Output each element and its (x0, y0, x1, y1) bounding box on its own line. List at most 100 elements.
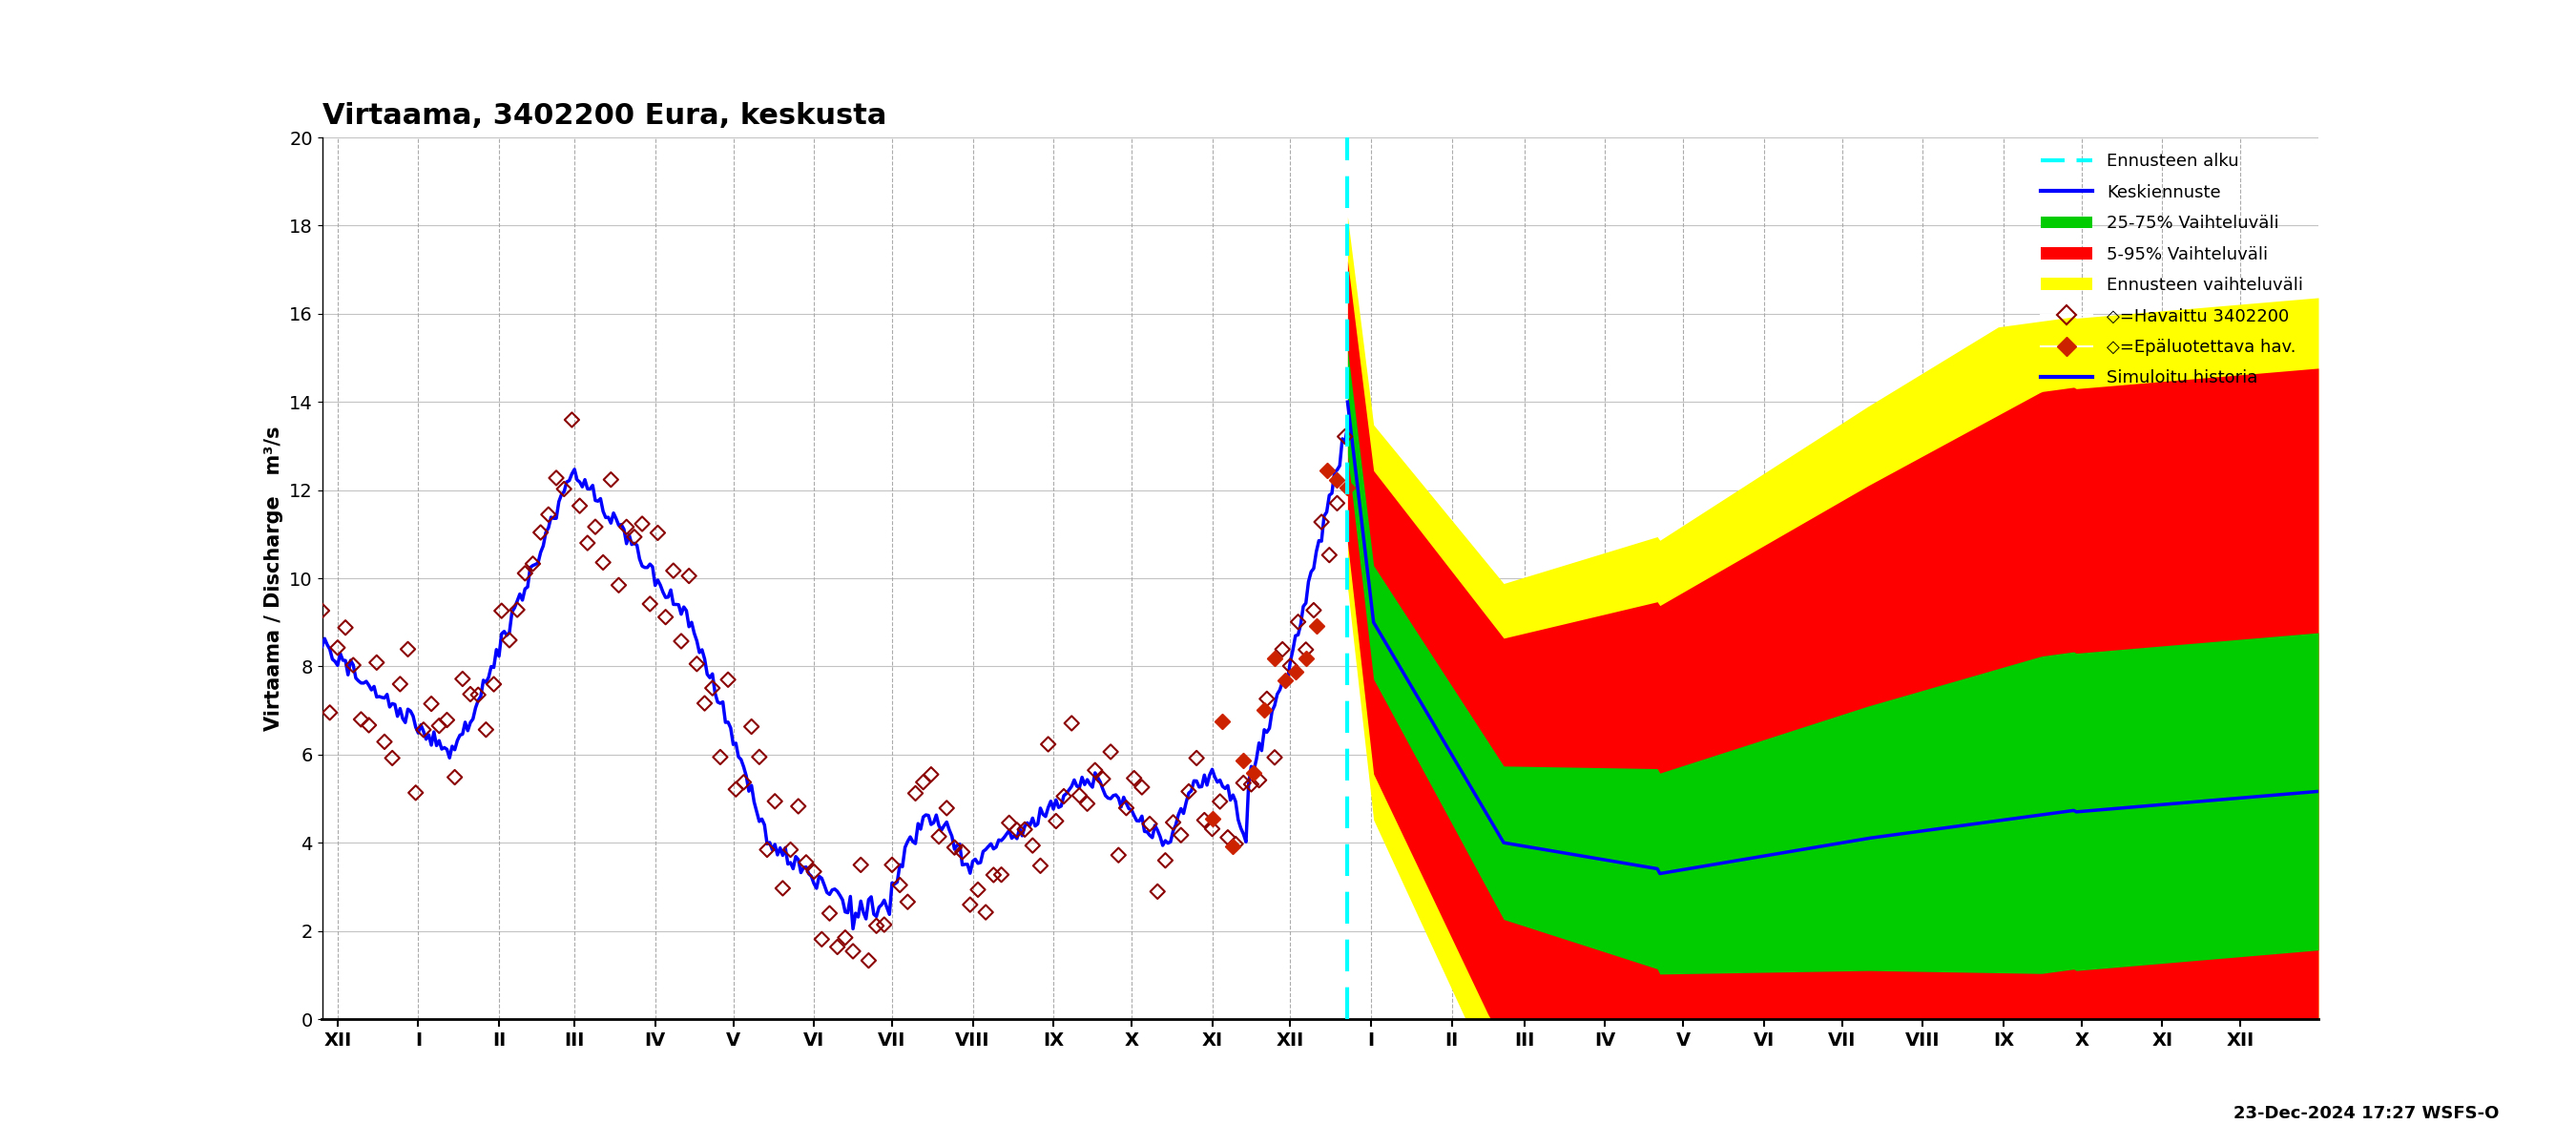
Point (567, 534, 608, 552)
Point (1224, 774, 1265, 792)
Point (1234, 764, 1275, 782)
Point (513, 554, 554, 572)
Point (1043, 787, 1084, 805)
Point (943, 843, 984, 861)
Point (301, 601, 343, 619)
Point (1270, 657, 1311, 676)
Point (371, 749, 412, 767)
Point (1005, 820, 1046, 838)
Point (410, 695, 451, 713)
Point (1113, 769, 1154, 788)
Point (855, 917, 896, 935)
Point (1105, 799, 1146, 818)
Point (747, 840, 788, 859)
Point (667, 567, 708, 585)
Point (1316, 471, 1358, 489)
Point (793, 862, 835, 881)
Point (1301, 513, 1342, 531)
Point (1036, 812, 1077, 830)
Point (927, 799, 969, 818)
Point (848, 951, 889, 970)
Point (629, 594, 670, 613)
Legend: Ennusteen alku, Keskiennuste, 25-75% Vaihteluväli, 5-95% Vaihteluväli, Ennusteen: Ennusteen alku, Keskiennuste, 25-75% Vai… (2035, 147, 2311, 394)
Point (770, 840, 811, 859)
Point (1200, 792, 1242, 811)
Point (878, 876, 920, 894)
Point (1255, 649, 1296, 668)
Point (989, 814, 1030, 832)
Point (1159, 826, 1200, 844)
Point (1193, 820, 1234, 838)
Point (693, 679, 734, 697)
Point (755, 792, 796, 811)
Point (505, 564, 546, 583)
Point (613, 528, 654, 546)
Point (497, 601, 538, 619)
Point (685, 694, 726, 712)
Point (778, 797, 819, 815)
Point (528, 505, 569, 523)
Point (1306, 460, 1347, 479)
Point (574, 518, 616, 536)
Point (981, 866, 1023, 884)
Point (428, 711, 469, 729)
Point (1144, 851, 1185, 869)
Point (917, 828, 958, 846)
Point (1247, 689, 1288, 708)
Point (724, 773, 765, 791)
Point (1167, 782, 1208, 800)
Point (1185, 811, 1226, 829)
Point (1151, 813, 1193, 831)
Point (1309, 546, 1350, 564)
Point (1208, 828, 1249, 846)
Point (309, 703, 350, 721)
Point (1285, 640, 1327, 658)
Point (708, 671, 750, 689)
Point (379, 674, 420, 693)
Point (951, 895, 992, 914)
Point (1020, 856, 1061, 875)
Point (1121, 779, 1162, 797)
Point (551, 411, 592, 429)
Point (363, 733, 404, 751)
Point (332, 656, 374, 674)
Point (348, 716, 389, 734)
Point (1293, 601, 1334, 619)
Point (1012, 836, 1054, 854)
Point (1316, 493, 1358, 512)
Text: Virtaama, 3402200 Eura, keskusta: Virtaama, 3402200 Eura, keskusta (322, 102, 886, 129)
Point (974, 866, 1015, 884)
Point (1224, 751, 1265, 769)
Point (716, 780, 757, 798)
Point (325, 618, 366, 637)
Point (817, 938, 858, 956)
Point (1059, 787, 1100, 805)
Point (644, 608, 685, 626)
Point (762, 879, 804, 898)
Point (459, 686, 500, 704)
Point (451, 685, 492, 703)
Point (1193, 810, 1234, 828)
Point (482, 601, 523, 619)
Point (1082, 769, 1123, 788)
Point (1051, 714, 1092, 733)
Point (582, 553, 623, 571)
Point (1216, 835, 1257, 853)
Point (1231, 775, 1273, 793)
Point (605, 518, 647, 536)
Point (701, 748, 742, 766)
Point (1213, 838, 1255, 856)
Point (590, 471, 631, 489)
Point (801, 930, 842, 948)
Point (732, 718, 773, 736)
Point (809, 905, 850, 923)
Point (1262, 640, 1303, 658)
Text: 23-Dec-2024 17:27 WSFS-O: 23-Dec-2024 17:27 WSFS-O (2233, 1105, 2499, 1122)
Point (886, 893, 927, 911)
Point (386, 640, 428, 658)
Point (1285, 649, 1327, 668)
Point (1090, 743, 1131, 761)
Point (894, 784, 935, 803)
Point (997, 821, 1038, 839)
Point (636, 523, 677, 542)
